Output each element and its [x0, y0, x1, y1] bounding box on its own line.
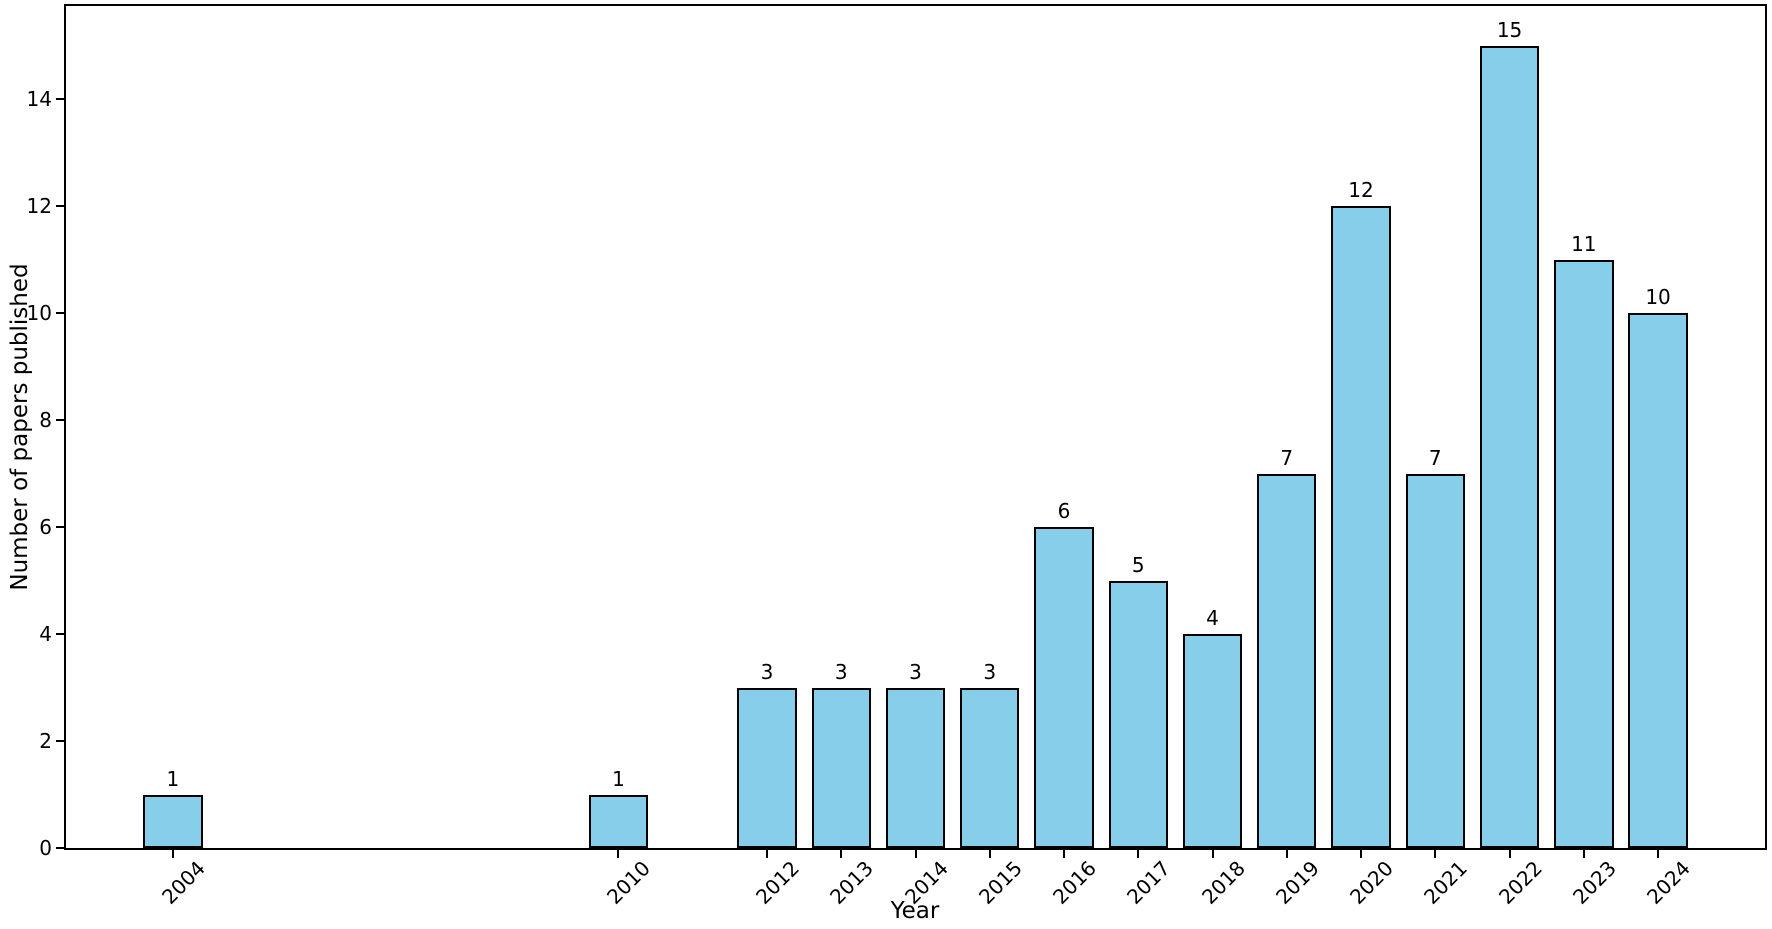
bar-value-label-2014: 3 [909, 659, 922, 684]
x-tick-2019 [1285, 850, 1288, 858]
x-axis-label: Year [890, 898, 940, 924]
x-tick-2012 [765, 850, 768, 858]
bar-value-label-2016: 6 [1057, 499, 1071, 524]
y-tick-0 [56, 847, 64, 849]
y-tick-label-10: 10 [26, 301, 52, 326]
bar-2010 [588, 794, 649, 848]
bar-2012 [737, 687, 797, 848]
bar-2023 [1554, 259, 1614, 848]
x-tick-2016 [1063, 850, 1065, 858]
bar-value-label-2021: 7 [1428, 445, 1442, 470]
y-tick-label-2: 2 [39, 729, 52, 753]
bar-value-label-2023: 11 [1571, 231, 1597, 256]
x-tick-2023 [1582, 850, 1585, 858]
bar-2020 [1331, 206, 1391, 848]
x-tick-2020 [1360, 850, 1363, 858]
bar-2019 [1257, 473, 1317, 848]
bar-2004 [143, 794, 203, 848]
x-tick-2013 [840, 850, 843, 858]
bar-value-label-2018: 4 [1206, 606, 1219, 631]
x-tick-2010 [617, 850, 620, 858]
y-tick-label-6: 6 [39, 515, 52, 540]
bar-2015 [960, 687, 1020, 848]
x-tick-2015 [988, 850, 991, 858]
y-tick-label-12: 12 [26, 194, 52, 219]
y-tick-label-8: 8 [39, 408, 52, 433]
bar-2021 [1405, 473, 1465, 848]
y-tick-6 [56, 526, 64, 529]
y-tick-label-4: 4 [39, 622, 52, 647]
y-tick-12 [56, 205, 64, 208]
y-tick-10 [56, 312, 64, 315]
bar-2022 [1479, 45, 1540, 848]
bar-value-label-2013: 3 [834, 659, 848, 684]
bar-2017 [1108, 580, 1168, 848]
y-tick-label-0: 0 [39, 836, 52, 860]
bar-value-label-2017: 5 [1131, 552, 1145, 577]
bar-2018 [1182, 634, 1243, 848]
y-axis-label: Number of papers published [7, 263, 33, 591]
bar-value-label-2015: 3 [983, 659, 997, 684]
x-tick-2021 [1434, 850, 1437, 858]
y-tick-8 [56, 419, 64, 422]
bar-value-label-2024: 10 [1645, 285, 1671, 310]
bar-2016 [1034, 527, 1094, 848]
bar-value-label-2020: 12 [1348, 178, 1374, 203]
x-tick-2004 [171, 850, 174, 858]
bar-value-label-2019: 7 [1280, 445, 1294, 470]
x-tick-2017 [1137, 850, 1140, 858]
y-tick-4 [56, 633, 64, 636]
bar-value-label-2022: 15 [1496, 17, 1523, 42]
y-tick-2 [56, 740, 64, 742]
x-tick-2024 [1657, 850, 1660, 858]
bar-2014 [885, 687, 946, 848]
x-tick-2014 [914, 850, 917, 858]
x-tick-2022 [1508, 850, 1511, 858]
bar-value-label-2004: 1 [166, 766, 180, 791]
y-tick-14 [56, 98, 64, 101]
x-tick-2018 [1211, 850, 1214, 858]
bar-value-label-2012: 3 [760, 659, 774, 684]
y-tick-label-14: 14 [26, 87, 52, 112]
bar-2024 [1628, 313, 1688, 848]
bar-value-label-2010: 1 [612, 766, 625, 791]
bar-2013 [811, 687, 871, 848]
